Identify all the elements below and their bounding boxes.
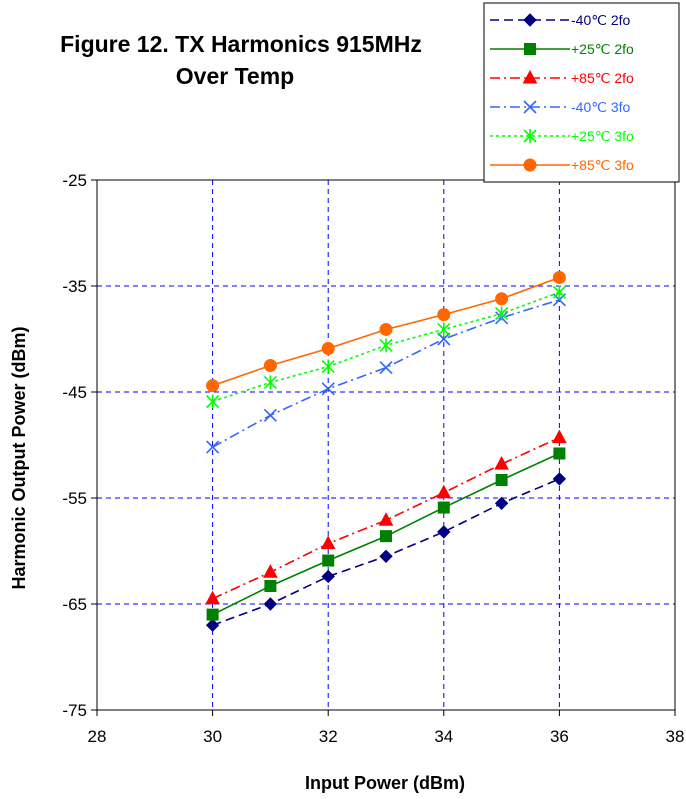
data-point: [495, 292, 509, 306]
data-point: [379, 338, 393, 353]
data-point: [379, 322, 393, 336]
data-point: [206, 608, 219, 621]
y-axis-label: Harmonic Output Power (dBm): [9, 326, 29, 589]
data-point: [379, 361, 393, 375]
y-tick-label: -45: [62, 383, 87, 402]
x-axis-label: Input Power (dBm): [305, 773, 465, 793]
data-point: [205, 590, 220, 605]
data-point: [264, 579, 277, 592]
data-point: [494, 496, 509, 511]
x-tick-label: 32: [319, 727, 338, 746]
data-point: [437, 322, 451, 337]
x-tick-label: 38: [666, 727, 685, 746]
data-point: [321, 382, 335, 396]
data-point: [263, 359, 277, 372]
legend-marker: [523, 13, 537, 27]
data-point: [437, 332, 451, 346]
series-5: [206, 285, 566, 409]
data-point: [379, 549, 393, 564]
data-point: [552, 285, 566, 300]
x-tick-label: 28: [88, 727, 107, 746]
series-6: [206, 271, 566, 393]
chart-title-line-2: Over Temp: [176, 63, 294, 89]
data-point: [321, 342, 335, 356]
grid-lines: [97, 180, 675, 710]
legend-marker: [523, 158, 537, 172]
data-point: [206, 379, 220, 393]
data-point: [320, 535, 336, 550]
data-point: [437, 308, 451, 322]
data-point: [321, 359, 335, 374]
x-axis-ticks: 28 30 32 34 36 38: [88, 710, 685, 746]
x-tick-label: 36: [550, 727, 569, 746]
plot-area-frame: [96, 179, 676, 711]
data-point: [495, 473, 508, 486]
data-point: [321, 569, 335, 584]
y-tick-label: -55: [62, 489, 87, 508]
data-point: [263, 375, 277, 390]
legend-marker: [524, 43, 536, 55]
data-point: [263, 408, 277, 422]
legend-marker: [522, 69, 538, 84]
series-group: [205, 271, 567, 632]
data-point: [437, 525, 451, 539]
data-point: [437, 501, 450, 514]
data-point: [552, 472, 567, 486]
legend-marker: [523, 129, 537, 143]
legend-label: -40℃ 2fo: [571, 12, 631, 28]
y-tick-label: -35: [62, 277, 87, 296]
chart-title-line-1: Figure 12. TX Harmonics 915MHz: [60, 31, 422, 57]
legend-label: +85℃ 2fo: [571, 70, 634, 86]
series-1: [205, 472, 567, 632]
data-point: [206, 394, 220, 409]
x-tick-label: 34: [434, 727, 453, 746]
legend: -40℃ 2fo +25℃ 2fo +85℃ 2fo -40℃ 3fo +25℃ 3fo…: [483, 2, 680, 183]
y-tick-label: -65: [62, 595, 87, 614]
legend-label: +25℃ 3fo: [571, 128, 634, 144]
series-line: [212, 299, 560, 448]
series-4: [206, 293, 566, 454]
y-tick-label: -75: [62, 701, 87, 720]
data-point: [552, 271, 566, 285]
y-tick-label: -25: [62, 171, 87, 190]
legend-label: +85℃ 3fo: [571, 157, 634, 173]
data-point: [205, 618, 220, 632]
data-point: [495, 306, 509, 321]
series-2: [206, 447, 566, 621]
legend-label: +25℃ 2fo: [571, 41, 634, 57]
data-point: [206, 440, 220, 454]
legend-marker: [523, 100, 537, 114]
legend-label: -40℃ 3fo: [571, 99, 631, 115]
y-axis-ticks: -25 -35 -45 -55 -65 -75: [62, 171, 97, 720]
data-point: [553, 447, 566, 460]
data-point: [494, 456, 509, 470]
data-point: [378, 512, 394, 526]
legend-box: [483, 2, 680, 183]
data-point: [436, 484, 452, 499]
data-point: [322, 554, 335, 567]
x-tick-label: 30: [203, 727, 222, 746]
data-point: [263, 564, 278, 578]
data-point: [380, 530, 392, 543]
data-point: [263, 597, 278, 611]
data-point: [552, 429, 567, 444]
series-3: [205, 429, 567, 605]
